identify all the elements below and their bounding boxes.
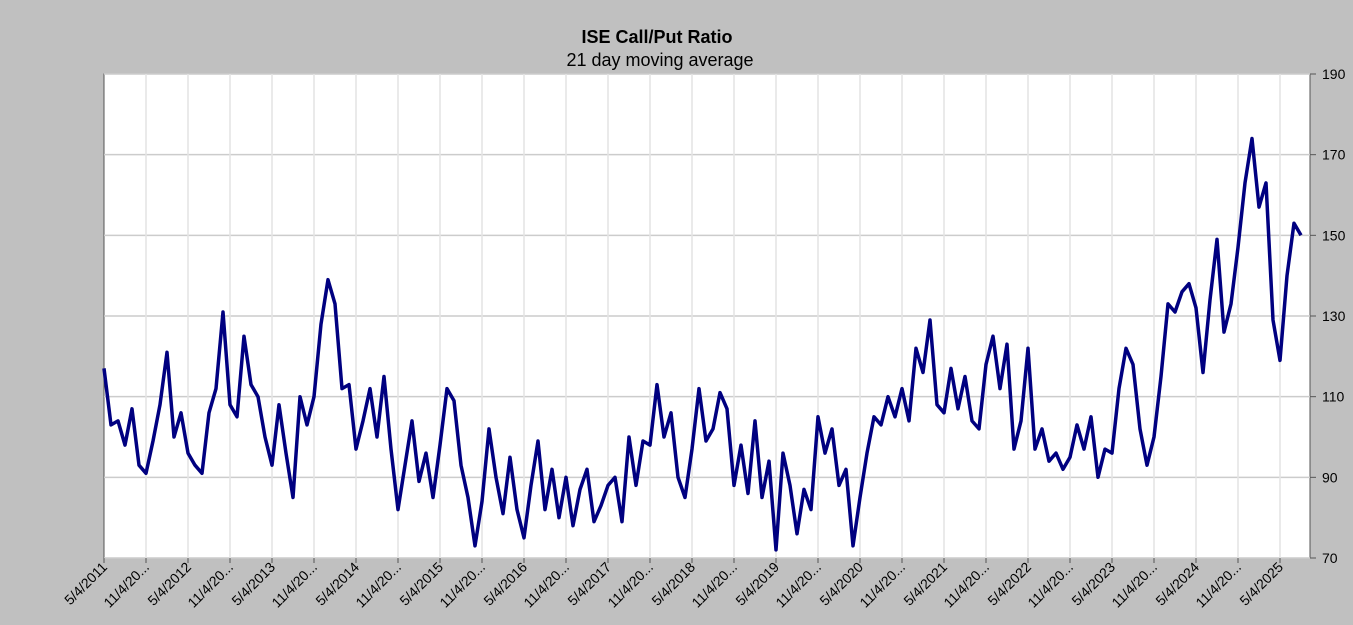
chart-title: ISE Call/Put Ratio bbox=[581, 27, 732, 47]
x-tick-label: 11/4/20... bbox=[688, 559, 740, 611]
y-tick-label: 130 bbox=[1322, 308, 1346, 324]
x-tick-label: 11/4/20... bbox=[184, 559, 236, 611]
x-tick-label: 11/4/20... bbox=[100, 559, 152, 611]
x-tick-label: 11/4/20... bbox=[1108, 559, 1160, 611]
y-tick-label: 150 bbox=[1322, 227, 1346, 243]
y-tick-label: 110 bbox=[1322, 389, 1345, 405]
x-tick-label: 11/4/20... bbox=[940, 559, 992, 611]
y-tick-label: 170 bbox=[1322, 147, 1346, 163]
y-tick-label: 70 bbox=[1322, 550, 1338, 566]
x-tick-label: 11/4/20... bbox=[520, 559, 572, 611]
x-tick-label: 11/4/20... bbox=[604, 559, 656, 611]
x-tick-label: 11/4/20... bbox=[352, 559, 404, 611]
chart-subtitle: 21 day moving average bbox=[566, 50, 753, 70]
y-tick-label: 90 bbox=[1322, 469, 1338, 485]
y-tick-label: 190 bbox=[1322, 66, 1346, 82]
data-line bbox=[102, 136, 1303, 552]
x-tick-label: 11/4/20... bbox=[268, 559, 320, 611]
x-tick-label: 11/4/20... bbox=[856, 559, 908, 611]
x-tick-label: 11/4/20... bbox=[436, 559, 488, 611]
x-tick-label: 5/4/2025 bbox=[1236, 559, 1286, 609]
x-tick-label: 11/4/20... bbox=[772, 559, 824, 611]
x-tick-label: 11/4/20... bbox=[1192, 559, 1244, 611]
x-tick-label: 11/4/20... bbox=[1024, 559, 1076, 611]
